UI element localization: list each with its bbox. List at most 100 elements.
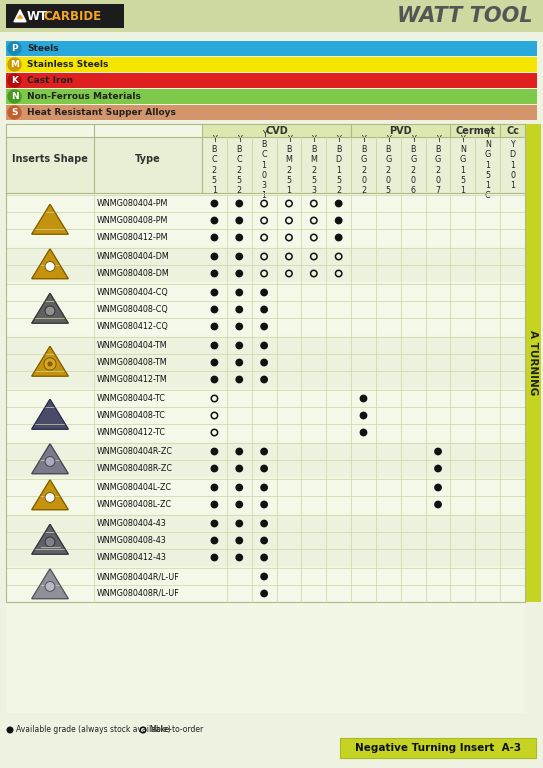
Text: WNMG080408-43: WNMG080408-43 bbox=[97, 536, 167, 545]
Text: Y
B
C
1
0
3
1: Y B C 1 0 3 1 bbox=[261, 131, 267, 200]
Bar bbox=[6, 57, 537, 72]
Circle shape bbox=[361, 429, 367, 435]
Circle shape bbox=[236, 520, 243, 527]
Circle shape bbox=[211, 465, 218, 472]
Circle shape bbox=[45, 581, 55, 591]
Text: WNMG080408-CQ: WNMG080408-CQ bbox=[97, 305, 169, 314]
Circle shape bbox=[261, 290, 267, 296]
Circle shape bbox=[435, 449, 441, 455]
Text: WNMG080412-43: WNMG080412-43 bbox=[97, 553, 167, 562]
Bar bbox=[6, 443, 525, 477]
Bar bbox=[6, 568, 525, 602]
Bar bbox=[6, 439, 525, 441]
Polygon shape bbox=[31, 525, 68, 554]
Circle shape bbox=[236, 306, 243, 313]
Text: Y
B
C
2
5
1: Y B C 2 5 1 bbox=[212, 135, 217, 194]
Circle shape bbox=[261, 554, 267, 561]
Circle shape bbox=[435, 502, 441, 508]
Circle shape bbox=[435, 485, 441, 491]
Circle shape bbox=[261, 538, 267, 544]
Polygon shape bbox=[14, 10, 26, 22]
Bar bbox=[6, 390, 525, 441]
Bar bbox=[6, 4, 124, 28]
Text: WNMG080408-PM: WNMG080408-PM bbox=[97, 216, 168, 225]
Text: Y
N
G
1
5
1: Y N G 1 5 1 bbox=[460, 135, 466, 194]
Circle shape bbox=[47, 361, 53, 366]
Circle shape bbox=[211, 449, 218, 455]
Circle shape bbox=[211, 323, 218, 329]
Text: CVD: CVD bbox=[265, 125, 288, 135]
Circle shape bbox=[236, 290, 243, 296]
Text: PVD: PVD bbox=[389, 125, 412, 135]
Circle shape bbox=[45, 261, 55, 271]
Text: K: K bbox=[11, 76, 18, 85]
Circle shape bbox=[211, 290, 218, 296]
Circle shape bbox=[361, 412, 367, 419]
Bar bbox=[6, 284, 525, 335]
Text: Inserts Shape: Inserts Shape bbox=[12, 154, 88, 164]
Circle shape bbox=[236, 359, 243, 366]
Circle shape bbox=[44, 358, 56, 370]
Bar bbox=[6, 244, 525, 246]
Circle shape bbox=[236, 554, 243, 561]
Text: WNMG080404-CQ: WNMG080404-CQ bbox=[97, 288, 169, 297]
Text: WNMG080404R-ZC: WNMG080404R-ZC bbox=[97, 447, 173, 456]
Bar bbox=[0, 0, 543, 32]
Circle shape bbox=[7, 727, 13, 733]
Bar bbox=[6, 515, 525, 566]
Circle shape bbox=[236, 217, 243, 223]
Bar bbox=[6, 124, 525, 713]
Circle shape bbox=[261, 449, 267, 455]
Text: WNMG080404-TC: WNMG080404-TC bbox=[97, 394, 166, 403]
Circle shape bbox=[361, 396, 367, 402]
Circle shape bbox=[211, 376, 218, 382]
Text: Steels: Steels bbox=[27, 44, 59, 53]
Text: Y
B
G
2
0
7: Y B G 2 0 7 bbox=[435, 135, 441, 194]
Circle shape bbox=[8, 90, 21, 103]
Circle shape bbox=[236, 465, 243, 472]
Text: WNMG080404R/L-UF: WNMG080404R/L-UF bbox=[97, 572, 180, 581]
Text: P: P bbox=[11, 44, 18, 53]
Circle shape bbox=[45, 492, 55, 502]
Bar bbox=[6, 280, 525, 282]
Circle shape bbox=[236, 234, 243, 240]
Circle shape bbox=[211, 538, 218, 544]
Circle shape bbox=[8, 42, 21, 55]
Circle shape bbox=[236, 449, 243, 455]
Bar bbox=[451, 124, 500, 137]
Text: WNMG080408R/L-UF: WNMG080408R/L-UF bbox=[97, 589, 180, 598]
Polygon shape bbox=[31, 480, 68, 510]
Text: S: S bbox=[11, 108, 18, 117]
Text: WNMG080412-TM: WNMG080412-TM bbox=[97, 375, 168, 384]
Bar bbox=[6, 105, 537, 120]
Bar bbox=[6, 333, 525, 335]
Text: Heat Resistant Supper Alloys: Heat Resistant Supper Alloys bbox=[27, 108, 176, 117]
Text: M: M bbox=[10, 60, 19, 69]
Circle shape bbox=[236, 200, 243, 207]
Text: WT: WT bbox=[27, 9, 48, 22]
Bar bbox=[6, 195, 525, 246]
Circle shape bbox=[261, 520, 267, 527]
Circle shape bbox=[261, 573, 267, 580]
Text: CARBIDE: CARBIDE bbox=[43, 9, 102, 22]
Circle shape bbox=[45, 456, 55, 466]
Circle shape bbox=[211, 270, 218, 276]
Polygon shape bbox=[31, 249, 68, 279]
Text: WNMG080408-TC: WNMG080408-TC bbox=[97, 411, 166, 420]
Circle shape bbox=[261, 376, 267, 382]
Circle shape bbox=[236, 270, 243, 276]
Text: Make-to-order: Make-to-order bbox=[149, 726, 203, 734]
Text: WNMG080412-PM: WNMG080412-PM bbox=[97, 233, 168, 242]
Bar bbox=[6, 475, 525, 477]
Polygon shape bbox=[31, 444, 68, 474]
Bar bbox=[6, 337, 525, 388]
Bar bbox=[6, 511, 525, 513]
Text: WNMG080404-TM: WNMG080404-TM bbox=[97, 341, 168, 350]
Text: Stainless Steels: Stainless Steels bbox=[27, 60, 109, 69]
Polygon shape bbox=[31, 346, 68, 376]
Circle shape bbox=[236, 502, 243, 508]
Text: Y
B
G
2
0
6: Y B G 2 0 6 bbox=[410, 135, 416, 194]
Text: WNMG080404-DM: WNMG080404-DM bbox=[97, 252, 170, 261]
Circle shape bbox=[261, 306, 267, 313]
Polygon shape bbox=[31, 204, 68, 234]
